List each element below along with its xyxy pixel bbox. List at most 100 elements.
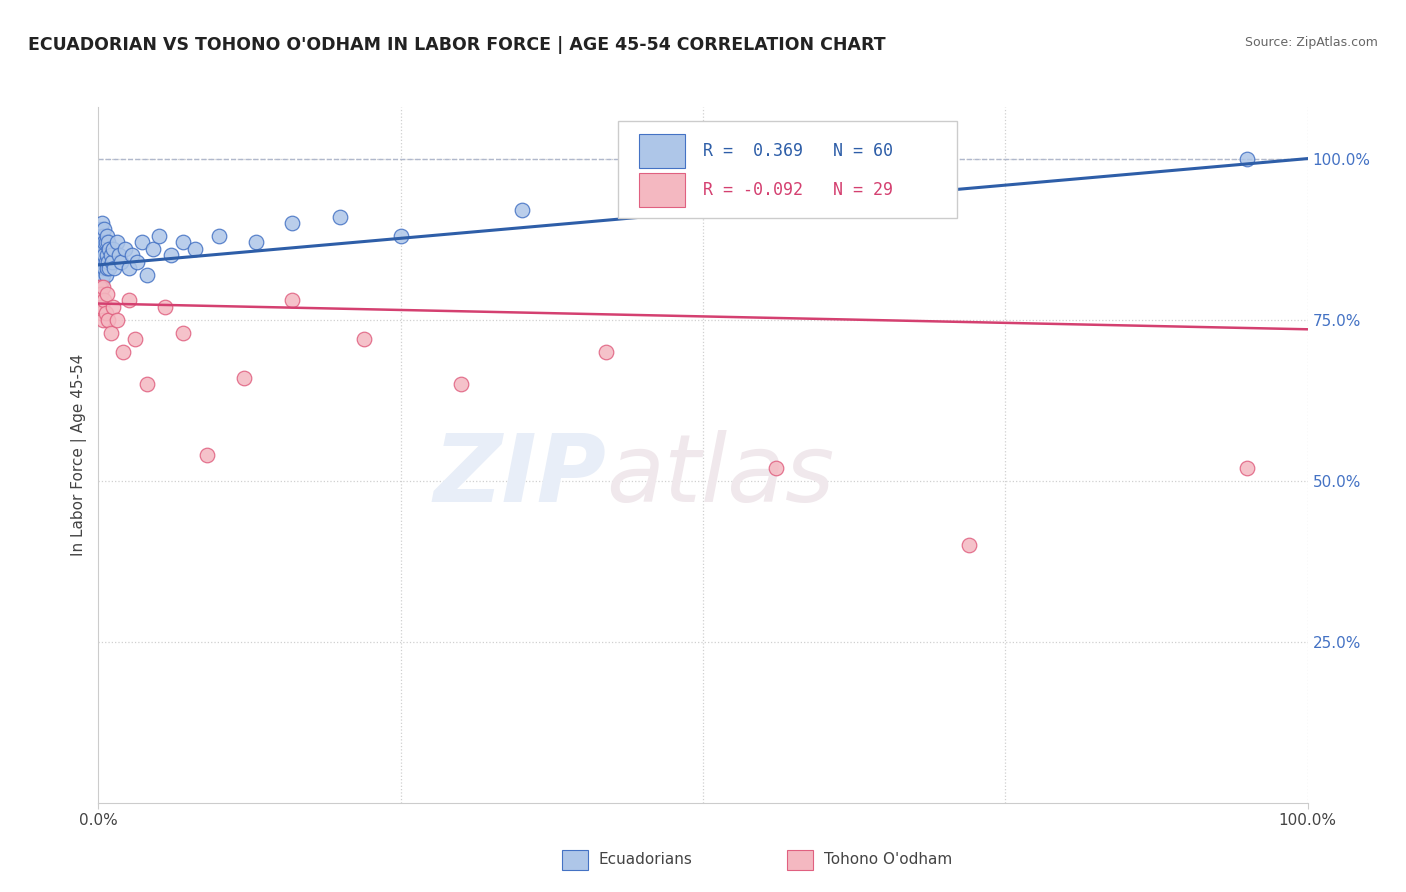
Point (281, 216, 304, 230)
Point (100, 248, 122, 262)
Point (91, 228, 114, 243)
Point (121, 248, 143, 262)
Point (142, 242, 165, 256)
Point (96, 248, 118, 262)
Point (765, 460, 787, 475)
Bar (787, 850, 813, 870)
Bar (562, 850, 588, 870)
Text: Ecuadorians: Ecuadorians (599, 853, 693, 867)
Point (118, 293, 141, 308)
Point (90, 228, 112, 243)
Point (94, 306, 117, 320)
Point (91, 254, 114, 268)
Point (957, 538, 980, 552)
Point (89, 235, 111, 250)
Point (329, 210, 352, 224)
Point (97, 312, 120, 326)
Point (97, 235, 120, 250)
Point (195, 448, 218, 462)
Point (89, 293, 111, 308)
Point (94, 235, 117, 250)
Point (89, 280, 111, 294)
Point (124, 332, 146, 346)
Point (98, 261, 121, 276)
Point (111, 344, 134, 359)
Point (110, 254, 132, 268)
Point (91, 312, 114, 326)
Point (131, 235, 153, 250)
Point (96, 286, 118, 301)
Point (98, 242, 121, 256)
Text: Tohono O'odham: Tohono O'odham (824, 853, 952, 867)
Point (93, 293, 115, 308)
Text: ZIP: ZIP (433, 430, 606, 522)
Point (934, 178, 956, 192)
Point (172, 326, 194, 340)
Text: atlas: atlas (606, 430, 835, 521)
Point (184, 242, 207, 256)
Point (93, 222, 115, 236)
Point (148, 228, 170, 243)
Point (100, 326, 122, 340)
Point (89, 248, 111, 262)
Point (91, 274, 114, 288)
Point (510, 203, 533, 218)
Point (105, 235, 128, 250)
Point (91, 268, 114, 282)
Point (135, 268, 157, 282)
Point (89, 242, 111, 256)
Text: Source: ZipAtlas.com: Source: ZipAtlas.com (1244, 36, 1378, 49)
Point (91, 235, 114, 250)
Point (94, 268, 117, 282)
Point (118, 261, 141, 276)
Point (91, 242, 114, 256)
Point (96, 261, 118, 276)
Point (353, 332, 375, 346)
Point (450, 377, 472, 392)
Point (90, 222, 112, 236)
Point (93, 261, 115, 276)
Point (93, 235, 115, 250)
Point (389, 228, 412, 243)
Point (91, 280, 114, 294)
Y-axis label: In Labor Force | Age 45-54: In Labor Force | Age 45-54 (72, 354, 87, 556)
Point (90, 242, 112, 256)
Point (91, 261, 114, 276)
Point (91, 216, 114, 230)
Point (153, 300, 176, 314)
Text: ECUADORIAN VS TOHONO O'ODHAM IN LABOR FORCE | AGE 45-54 CORRELATION CHART: ECUADORIAN VS TOHONO O'ODHAM IN LABOR FO… (28, 36, 886, 54)
Point (90, 306, 112, 320)
Point (91, 248, 114, 262)
Text: R =  0.369   N = 60: R = 0.369 N = 60 (703, 142, 893, 160)
Point (232, 370, 254, 384)
FancyBboxPatch shape (619, 121, 957, 219)
Point (127, 254, 149, 268)
Point (105, 312, 128, 326)
Text: R = -0.092   N = 29: R = -0.092 N = 29 (703, 181, 893, 199)
Point (97, 254, 120, 268)
Point (91, 300, 114, 314)
Point (101, 300, 124, 314)
Point (108, 248, 131, 262)
Point (208, 228, 231, 243)
FancyBboxPatch shape (638, 173, 685, 207)
Point (245, 235, 267, 250)
Point (90, 268, 112, 282)
Point (692, 196, 714, 211)
Point (1236, 152, 1258, 166)
Point (90, 286, 112, 301)
Point (96, 228, 118, 243)
Point (94, 254, 117, 268)
Point (160, 248, 183, 262)
Point (101, 242, 124, 256)
Point (100, 254, 122, 268)
Point (93, 248, 115, 262)
Point (595, 344, 617, 359)
Point (172, 235, 194, 250)
Point (91, 228, 114, 243)
Point (1236, 460, 1258, 475)
FancyBboxPatch shape (638, 134, 685, 168)
Point (89, 254, 111, 268)
Point (103, 261, 125, 276)
Point (281, 293, 304, 308)
